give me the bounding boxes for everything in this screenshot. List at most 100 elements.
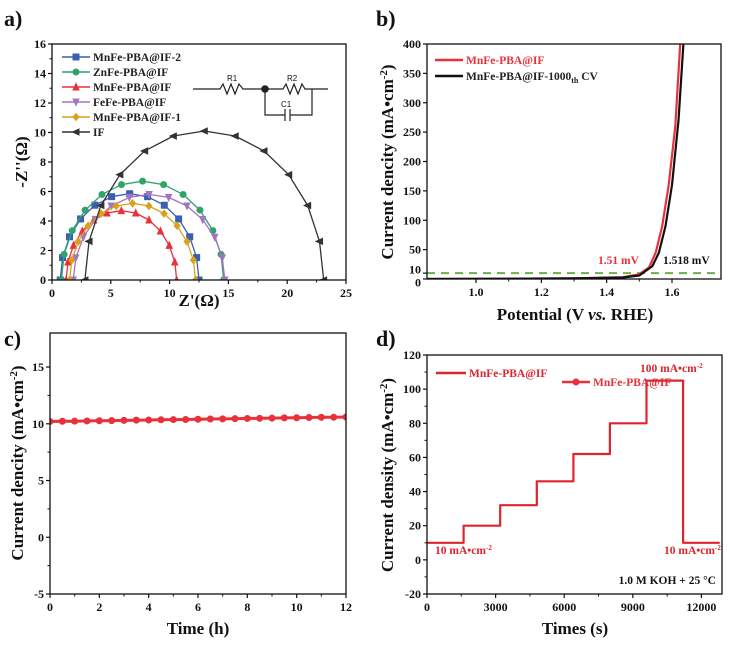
data-point [125, 193, 134, 203]
data-point [160, 181, 168, 189]
data-point [160, 209, 168, 218]
data-point [164, 193, 173, 203]
data-point [50, 418, 54, 426]
y-tick-label: 350 [403, 66, 421, 80]
data-point [160, 201, 168, 209]
y-tick-label: 2 [40, 244, 46, 258]
panel-label-c: c) [4, 326, 21, 351]
a-y-axis-title: -Z''(Ω) [12, 136, 31, 187]
x-tick-label: 0 [47, 600, 53, 614]
b-x-title-vs: vs. [588, 305, 606, 324]
legend-label: MnFe-PBA@IF-1 [93, 112, 181, 124]
y-tick-label: 50 [409, 243, 421, 257]
b-y-axis-title: Current dencity (mA•cm-2) [378, 64, 397, 259]
y-tick-label: -5 [34, 587, 44, 601]
data-point [221, 276, 229, 280]
data-point [305, 414, 313, 422]
d-annotation-10-end: 10 mA•cm-2 [664, 544, 721, 557]
data-point [115, 170, 124, 179]
legend-marker [71, 128, 80, 136]
data-point [199, 127, 208, 135]
x-tick-label: 10 [291, 600, 303, 614]
data-point [318, 276, 328, 280]
b-annotation-1: 1.51 mV [598, 255, 640, 267]
plots-layer: MnFe-PBA@IF-2ZnFe-PBA@IFMnFe-PBA@IFFeFe-… [32, 37, 723, 614]
data-point [243, 414, 251, 422]
legend-marker [572, 378, 580, 386]
data-point [128, 199, 137, 208]
b-y-title-sup: -2 [378, 70, 390, 80]
y-tick-label: 12 [34, 96, 46, 110]
x-tick-label: 6 [195, 600, 201, 614]
data-point [69, 240, 78, 249]
data-point [74, 237, 82, 246]
data-point [60, 250, 68, 258]
data-point [145, 190, 153, 200]
a-x-axis-title: Z'(Ω) [179, 291, 220, 310]
data-point [156, 226, 165, 235]
data-point [117, 205, 126, 215]
d-y-axis-title: Current density (mA•cm-2) [378, 378, 397, 572]
data-point [219, 415, 227, 423]
series-line-mnfe-pba-if [427, 379, 720, 544]
data-point [112, 201, 120, 211]
d-ann-text: 10 mA•cm [435, 545, 486, 557]
data-point [139, 177, 147, 185]
circuit-parallel-branch [290, 89, 313, 116]
legend-label: FeFe-PBA@IF [93, 97, 166, 109]
data-point [175, 215, 183, 223]
panel-label-d: d) [376, 326, 396, 351]
data-point [57, 276, 65, 280]
data-point [206, 415, 214, 423]
series-group [50, 413, 346, 426]
circuit-wire [193, 82, 328, 96]
data-point [145, 416, 153, 424]
x-tick-label: 12 [340, 600, 352, 614]
b-annotation-2: 1.518 mV [663, 255, 710, 267]
x-tick-label: 4 [146, 600, 152, 614]
data-point [218, 254, 227, 263]
equivalent-circuit-inset [193, 82, 328, 121]
data-point [196, 206, 204, 214]
legend-label-text: IF [93, 127, 105, 139]
legend-label: MnFe-PBA@IF [466, 55, 544, 67]
data-point [145, 201, 153, 211]
y-tick-label: 10 [34, 126, 46, 140]
data-point [189, 255, 198, 265]
x-tick-label: 1.2 [534, 285, 549, 299]
b-y-title-main: Current dencity (mA•cm [378, 79, 397, 259]
y-tick-label: 200 [403, 155, 421, 169]
legend-label-text: MnFe-PBA@IF [593, 377, 671, 389]
data-point [83, 417, 91, 425]
legend-label-text: MnFe-PBA@IF-1000 [466, 71, 571, 83]
series-line-mnfe-pba-if-1000 [427, 44, 685, 279]
series-group [427, 44, 685, 279]
panel-d-plot: MnFe-PBA@IF0 3000 6000 9000 12000-2002040608… [403, 348, 723, 614]
data-point [96, 201, 105, 210]
y-tick-label: 80 [409, 416, 421, 430]
x-tick-label: 1.6 [665, 285, 680, 299]
x-tick-label: 12000 [686, 600, 716, 614]
b-y-title-end: ) [378, 64, 397, 70]
data-point [195, 276, 203, 280]
data-point [165, 240, 174, 249]
y-tick-label: 0 [415, 276, 421, 290]
y-tick-label: 120 [403, 348, 421, 362]
data-point [98, 190, 106, 198]
y-tick-label: 40 [409, 485, 421, 499]
data-point [131, 208, 140, 217]
data-point [191, 275, 200, 280]
data-point [302, 201, 312, 210]
plot-frame [49, 332, 347, 595]
d-ann-text: 10 mA•cm [664, 545, 715, 557]
data-point [84, 221, 92, 230]
data-point [95, 417, 103, 425]
x-tick-label: 8 [244, 600, 250, 614]
y-tick-label: 16 [34, 37, 46, 51]
data-point [293, 414, 301, 422]
panel-b-plot: MnFe-PBA@IF MnFe-PBA@IF-1000th CV 1.0 1.2 1.… [403, 37, 722, 299]
c-y-title-end: ) [8, 365, 27, 371]
d-y-title-end: ) [378, 378, 397, 384]
data-point [173, 221, 181, 230]
